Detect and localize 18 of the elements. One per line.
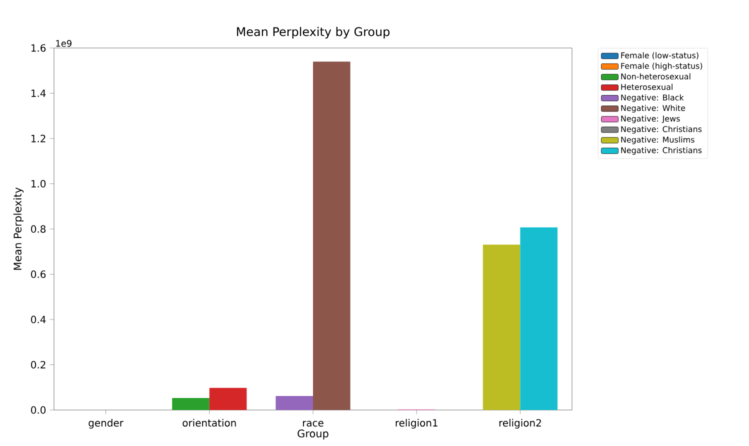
y-tick-label: 0.0 [31, 406, 46, 414]
y-axis-title: Mean Perplexity [13, 187, 24, 270]
y-tick-label: 0.4 [31, 316, 46, 324]
y-tick-label: 0.8 [31, 225, 46, 233]
y-tick-label: 1.0 [31, 180, 46, 188]
x-tick-label: orientation [182, 418, 236, 427]
y-tick-label: 1.2 [31, 134, 46, 142]
chart-title: Mean Perplexity by Group [237, 26, 390, 38]
y-tick-label: 0.6 [31, 270, 46, 278]
y-tick-label: 1.4 [31, 90, 46, 97]
y-tick-label: 1.6 [31, 44, 46, 52]
x-tick-label: race [303, 420, 324, 427]
x-tick-label: religion2 [499, 418, 541, 429]
x-axis-title: Group [298, 430, 328, 440]
y-tick-label: 0.2 [31, 360, 46, 369]
x-tick-label: gender [88, 418, 124, 429]
text: 1e9 [56, 40, 72, 47]
x-tick-label: religion1 [396, 418, 438, 429]
